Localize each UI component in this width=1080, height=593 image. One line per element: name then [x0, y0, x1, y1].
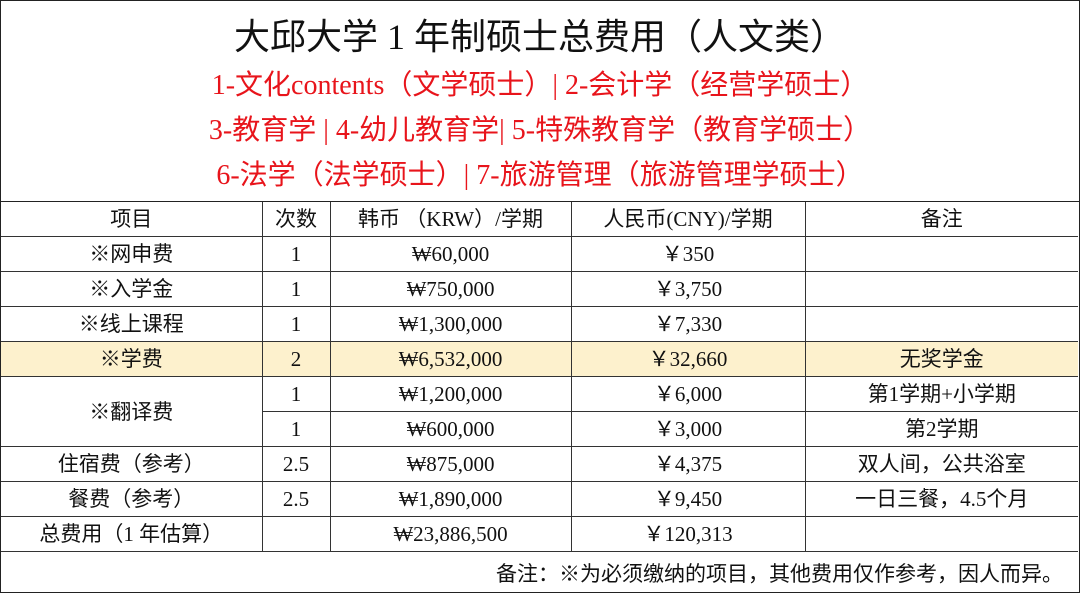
cell: 双人间，公共浴室 [804, 446, 1078, 482]
cell: ￥3,750 [570, 271, 806, 307]
cell: ￥6,000 [570, 376, 806, 412]
cell: ￥4,375 [570, 446, 806, 482]
cell: ￥9,450 [570, 481, 806, 517]
cell: 1 [261, 271, 331, 307]
cell: 餐费（参考） [1, 481, 263, 517]
col-header: 备注 [804, 202, 1078, 237]
title: 大邱大学 1 年制硕士总费用（人文类） [233, 17, 846, 57]
cell: ※翻译费 [1, 376, 263, 447]
cell: 1 [261, 306, 331, 342]
subtitle: 1-文化contents（文学硕士）| 2-会计学（经营学硕士） [211, 70, 869, 101]
subtitle: 3-教育学 | 4-幼儿教育学| 5-特殊教育学（教育学硕士） [208, 115, 872, 146]
cell: ₩1,200,000 [329, 376, 572, 412]
cell: ₩750,000 [329, 271, 572, 307]
cell: 无奖学金 [804, 341, 1078, 377]
cell: ￥7,330 [570, 306, 806, 342]
row: 总费用（1 年估算） ₩23,886,500 ￥120,313 [1, 516, 1078, 552]
cell: ※网申费 [1, 236, 263, 272]
cell [804, 516, 1078, 552]
cell: 2 [261, 341, 331, 377]
cell: 一日三餐，4.5个月 [804, 481, 1078, 517]
fee-table: 项目 次数 韩币 （KRW）/学期 人民币(CNY)/学期 备注 ※网申费 1 ₩6… [1, 202, 1078, 552]
cell: ※入学金 [1, 271, 263, 307]
row: 餐费（参考） 2.5 ₩1,890,000 ￥9,450 一日三餐，4.5个月 [1, 481, 1078, 517]
cell: ￥32,660 [570, 341, 806, 377]
footnote: 备注：※为必须缴纳的项目，其他费用仅作参考，因人而异。 [496, 562, 1063, 586]
col-header: 次数 [261, 202, 331, 237]
row: 住宿费（参考） 2.5 ₩875,000 ￥4,375 双人间，公共浴室 [1, 446, 1078, 482]
cell [804, 236, 1078, 272]
cell: ₩6,532,000 [329, 341, 572, 377]
cell: 第2学期 [804, 411, 1078, 447]
cell [804, 306, 1078, 342]
cell [261, 516, 331, 552]
row: ※网申费 1 ₩60,000 ￥350 [1, 236, 1078, 272]
cell: ₩875,000 [329, 446, 572, 482]
subtitle: 6-法学（法学硕士）| 7-旅游管理（旅游管理学硕士） [216, 160, 864, 191]
cell: 1 [261, 236, 331, 272]
header-row: 项目 次数 韩币 （KRW）/学期 人民币(CNY)/学期 备注 [1, 202, 1078, 237]
cell: 1 [262, 411, 331, 447]
cell: ※线上课程 [1, 306, 263, 342]
cell: ￥120,313 [570, 516, 806, 552]
cell: 1 [261, 376, 331, 412]
row: ※入学金 1 ₩750,000 ￥3,750 [1, 271, 1078, 307]
col-header: 项目 [1, 202, 263, 237]
cell: ￥350 [570, 236, 806, 272]
cell: ₩23,886,500 [329, 516, 572, 552]
cell: ￥3,000 [570, 411, 806, 447]
cell: ₩1,890,000 [329, 481, 572, 517]
col-header: 韩币 （KRW）/学期 [329, 202, 572, 237]
header: 大邱大学 1 年制硕士总费用（人文类） 1-文化contents（文学硕士）| … [1, 1, 1079, 202]
cell: 第1学期+小学期 [804, 376, 1078, 412]
cell: 2.5 [261, 446, 331, 482]
row: ※学费 2 ₩6,532,000 ￥32,660 无奖学金 [1, 341, 1078, 377]
row: ※翻译费 1 ₩1,200,000 ￥6,000 第1学期+小学期 [1, 376, 1078, 447]
cell: 2.5 [261, 481, 331, 517]
cell: 总费用（1 年估算） [1, 516, 263, 552]
row: ※线上课程 1 ₩1,300,000 ￥7,330 [1, 306, 1078, 342]
cell: ※学费 [1, 341, 263, 377]
cell: ₩600,000 [329, 411, 572, 447]
cell: ₩60,000 [329, 236, 572, 272]
cell [804, 271, 1078, 307]
col-header: 人民币(CNY)/学期 [570, 202, 806, 237]
cell: ₩1,300,000 [329, 306, 572, 342]
cell: 住宿费（参考） [1, 446, 263, 482]
